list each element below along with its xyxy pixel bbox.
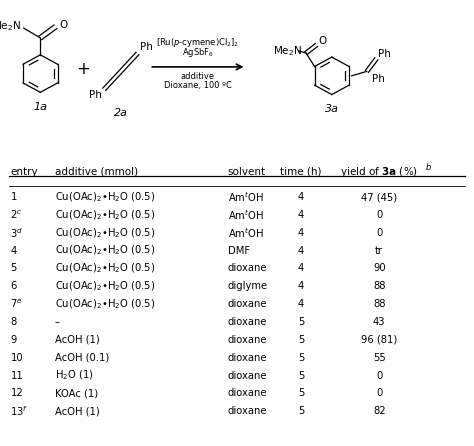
Text: 90: 90 <box>373 264 385 273</box>
Text: dioxane: dioxane <box>228 353 267 363</box>
Text: Me$_2$N: Me$_2$N <box>273 45 302 58</box>
Text: Am$^t$OH: Am$^t$OH <box>228 208 264 222</box>
Text: AgSbF$_6$: AgSbF$_6$ <box>182 45 214 59</box>
Text: Cu(OAc)$_2$•H$_2$O (0.5): Cu(OAc)$_2$•H$_2$O (0.5) <box>55 280 155 293</box>
Text: 5: 5 <box>298 371 304 380</box>
Text: 4: 4 <box>298 192 304 202</box>
Text: entry: entry <box>10 167 38 177</box>
Text: 5: 5 <box>10 264 17 273</box>
Text: 6: 6 <box>10 281 17 291</box>
Text: 0: 0 <box>376 210 383 220</box>
Text: 0: 0 <box>376 228 383 238</box>
Text: O: O <box>318 37 326 46</box>
Text: 55: 55 <box>373 353 385 363</box>
Text: 2a: 2a <box>114 108 128 118</box>
Text: 7$^e$: 7$^e$ <box>10 298 23 310</box>
Text: diglyme: diglyme <box>228 281 268 291</box>
Text: Cu(OAc)$_2$•H$_2$O (0.5): Cu(OAc)$_2$•H$_2$O (0.5) <box>55 262 155 275</box>
Text: Cu(OAc)$_2$•H$_2$O (0.5): Cu(OAc)$_2$•H$_2$O (0.5) <box>55 190 155 204</box>
Text: KOAc (1): KOAc (1) <box>55 388 98 398</box>
Text: 4: 4 <box>298 228 304 238</box>
Text: additive (mmol): additive (mmol) <box>55 167 137 177</box>
Text: 43: 43 <box>373 317 385 327</box>
Text: 3$^d$: 3$^d$ <box>10 226 23 240</box>
Text: Me$_2$N: Me$_2$N <box>0 20 21 33</box>
Text: 0: 0 <box>376 371 383 380</box>
Text: [Ru($p$-cymene)Cl$_2$]$_2$: [Ru($p$-cymene)Cl$_2$]$_2$ <box>156 36 239 49</box>
Text: AcOH (1): AcOH (1) <box>55 335 99 345</box>
Text: dioxane: dioxane <box>228 335 267 345</box>
Text: 5: 5 <box>298 353 304 363</box>
Text: Ph: Ph <box>378 50 391 59</box>
Text: Cu(OAc)$_2$•H$_2$O (0.5): Cu(OAc)$_2$•H$_2$O (0.5) <box>55 208 155 222</box>
Text: Am$^t$OH: Am$^t$OH <box>228 226 264 240</box>
Text: tr: tr <box>375 246 383 256</box>
Text: 5: 5 <box>298 335 304 345</box>
Text: 1a: 1a <box>33 102 47 112</box>
Text: AcOH (1): AcOH (1) <box>55 406 99 416</box>
Text: 88: 88 <box>373 281 385 291</box>
Text: 1: 1 <box>10 192 17 202</box>
Text: AcOH (0.1): AcOH (0.1) <box>55 353 109 363</box>
Text: 2$^c$: 2$^c$ <box>10 209 23 221</box>
Text: dioxane: dioxane <box>228 406 267 416</box>
Text: $b$: $b$ <box>425 161 432 172</box>
Text: 13$^f$: 13$^f$ <box>10 405 28 418</box>
Text: Cu(OAc)$_2$•H$_2$O (0.5): Cu(OAc)$_2$•H$_2$O (0.5) <box>55 297 155 311</box>
Text: 82: 82 <box>373 406 385 416</box>
Text: DMF: DMF <box>228 246 250 256</box>
Text: 5: 5 <box>298 406 304 416</box>
Text: 47 (45): 47 (45) <box>361 192 397 202</box>
Text: Ph: Ph <box>372 74 384 84</box>
Text: dioxane: dioxane <box>228 299 267 309</box>
Text: dioxane: dioxane <box>228 371 267 380</box>
Text: dioxane: dioxane <box>228 264 267 273</box>
Text: 5: 5 <box>298 317 304 327</box>
Text: 88: 88 <box>373 299 385 309</box>
Text: 4: 4 <box>10 246 17 256</box>
Text: 5: 5 <box>298 388 304 398</box>
Text: 0: 0 <box>376 388 383 398</box>
Text: Ph: Ph <box>140 42 153 52</box>
Text: 11: 11 <box>10 371 23 380</box>
Text: 12: 12 <box>10 388 23 398</box>
Text: 8: 8 <box>10 317 17 327</box>
Text: dioxane: dioxane <box>228 317 267 327</box>
Text: Cu(OAc)$_2$•H$_2$O (0.5): Cu(OAc)$_2$•H$_2$O (0.5) <box>55 244 155 257</box>
Text: 10: 10 <box>10 353 23 363</box>
Text: 4: 4 <box>298 281 304 291</box>
Text: 4: 4 <box>298 299 304 309</box>
Text: 96 (81): 96 (81) <box>361 335 397 345</box>
Text: 4: 4 <box>298 210 304 220</box>
Text: Dioxane, 100 ºC: Dioxane, 100 ºC <box>164 81 232 90</box>
Text: H$_2$O (1): H$_2$O (1) <box>55 369 93 382</box>
Text: +: + <box>76 60 90 78</box>
Text: 9: 9 <box>10 335 17 345</box>
Text: Ph: Ph <box>89 91 102 100</box>
Text: yield of $\mathbf{3a}$ (%): yield of $\mathbf{3a}$ (%) <box>340 165 418 179</box>
Text: additive: additive <box>181 72 215 81</box>
Text: dioxane: dioxane <box>228 388 267 398</box>
Text: time (h): time (h) <box>280 167 322 177</box>
Text: Cu(OAc)$_2$•H$_2$O (0.5): Cu(OAc)$_2$•H$_2$O (0.5) <box>55 226 155 240</box>
Text: solvent: solvent <box>228 167 265 177</box>
Text: O: O <box>59 20 67 29</box>
Text: 4: 4 <box>298 246 304 256</box>
Text: –: – <box>55 317 60 327</box>
Text: 4: 4 <box>298 264 304 273</box>
Text: Am$^t$OH: Am$^t$OH <box>228 190 264 204</box>
Text: 3a: 3a <box>325 104 339 114</box>
